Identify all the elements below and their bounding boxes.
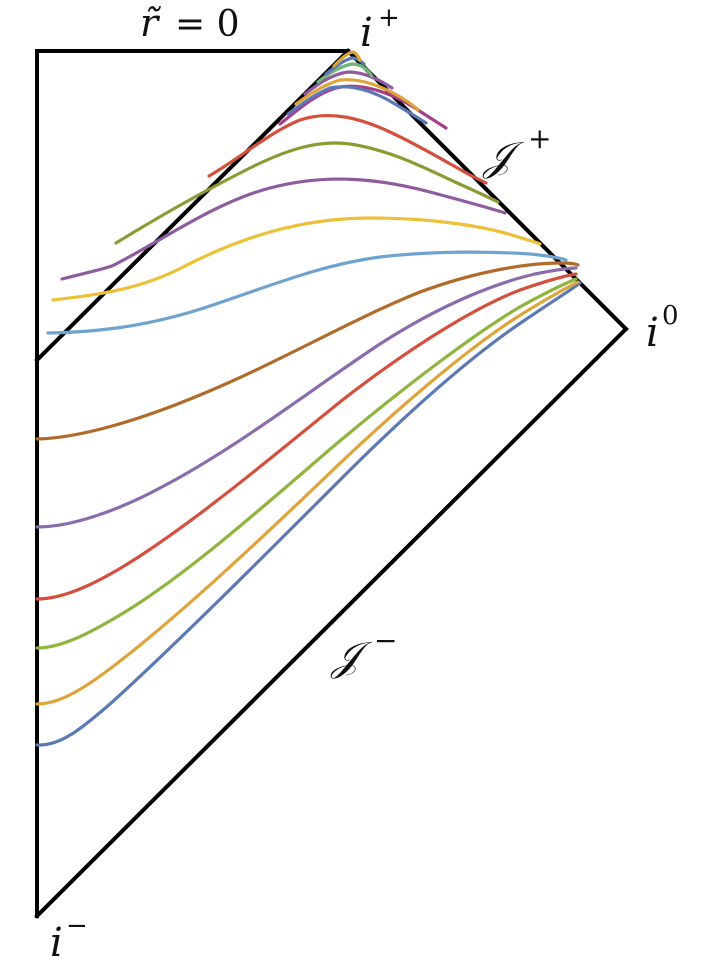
label-r-zero: r̃ = 0	[140, 1, 240, 45]
slices-upper-family	[46, 50, 568, 335]
slice-curve-greenish-top	[316, 62, 374, 84]
slice-curve-violet-top	[303, 70, 394, 96]
label-i-zero-sup: 0	[662, 301, 679, 331]
label-i-zero: i 0	[646, 301, 679, 356]
slice-curve-blue-top	[324, 56, 366, 76]
slice-curve-green-low	[35, 277, 578, 650]
slice-curve-orange-top	[332, 50, 362, 68]
label-equals-zero: = 0	[175, 4, 240, 45]
label-i-minus-sup: −	[66, 911, 88, 941]
label-scri-minus: 𝒥 −	[330, 624, 397, 680]
slice-curve-lightblue	[46, 250, 568, 335]
slice-curve-olive	[114, 141, 500, 245]
label-scri-plus-base: 𝒥	[482, 134, 525, 180]
label-i-plus: i +	[360, 3, 400, 56]
label-i-plus-base: i	[360, 10, 373, 56]
slice-curve-blue-high	[286, 85, 428, 125]
label-scri-minus-base: 𝒥	[330, 634, 373, 680]
label-scri-plus-sup: +	[528, 122, 551, 155]
past-null-infinity-edge	[34, 326, 629, 919]
label-r-tilde: r̃	[140, 1, 161, 45]
slice-curve-magenta	[278, 84, 448, 130]
slices-lower-family	[35, 261, 582, 747]
slice-curve-red-low	[35, 272, 578, 601]
event-horizon-line	[34, 48, 351, 363]
label-i-minus-base: i	[50, 920, 63, 966]
label-i-minus: i −	[50, 911, 88, 966]
slice-curve-red-high	[207, 113, 488, 185]
slice-curve-purple-low	[35, 266, 578, 529]
slice-curve-brown-low	[35, 261, 580, 441]
slice-curve-orange-low	[35, 280, 580, 706]
label-scri-minus-sup: −	[374, 624, 397, 657]
label-i-plus-sup: +	[378, 3, 400, 33]
slice-curve-blue-low	[35, 281, 582, 747]
label-scri-plus: 𝒥 +	[482, 122, 551, 180]
label-i-zero-base: i	[646, 310, 659, 356]
slice-curve-yellow	[51, 216, 542, 302]
slice-curve-orange-high	[294, 78, 420, 112]
slice-curve-violet	[60, 177, 507, 281]
